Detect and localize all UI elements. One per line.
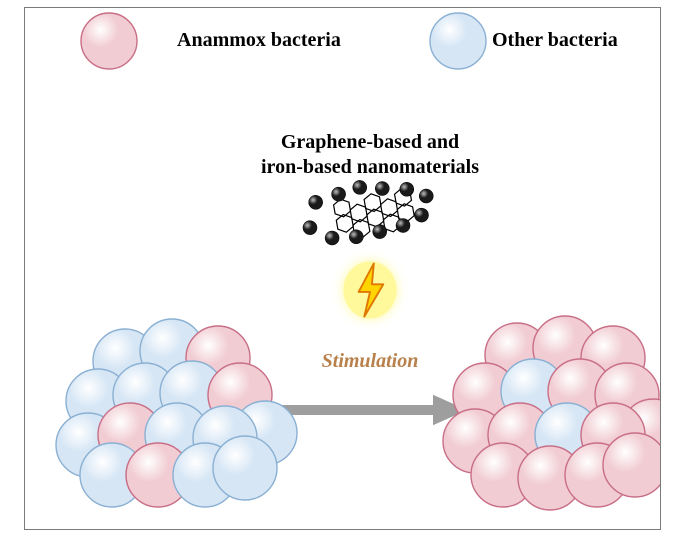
nanoparticle <box>374 180 390 196</box>
legend-anammox-label: Anammox bacteria <box>177 29 341 52</box>
legend-anammox-sphere <box>81 13 137 69</box>
other-sphere <box>213 436 277 500</box>
stimulation-label: Stimulation <box>322 350 419 373</box>
nanoparticle <box>348 229 364 245</box>
nanoparticle <box>418 188 434 204</box>
nanoparticle <box>302 220 318 236</box>
legend-other-sphere <box>430 13 486 69</box>
nanoparticle <box>324 230 340 246</box>
nanomaterials-title-line1: Graphene-based and <box>281 131 459 153</box>
nanomaterials-title-line2: iron-based nanomaterials <box>261 156 479 178</box>
diagram-frame: Anammox bacteria Other bacteria Graphene… <box>24 7 661 530</box>
lightning-bolt-icon <box>343 262 396 319</box>
nanoparticle <box>399 181 415 197</box>
diagram-svg <box>25 8 660 529</box>
cluster-after <box>443 316 660 510</box>
nanoparticle <box>413 207 429 223</box>
nanoparticle <box>308 194 324 210</box>
transition-arrow <box>270 395 467 426</box>
legend-other-label: Other bacteria <box>492 29 618 52</box>
nanoparticle <box>330 186 346 202</box>
nanomaterials-title: Graphene-based and iron-based nanomateri… <box>210 130 530 180</box>
anammox-sphere <box>603 433 660 497</box>
nanoparticle <box>352 179 368 195</box>
cluster-before <box>56 319 297 507</box>
graphene-sheet <box>296 168 439 252</box>
